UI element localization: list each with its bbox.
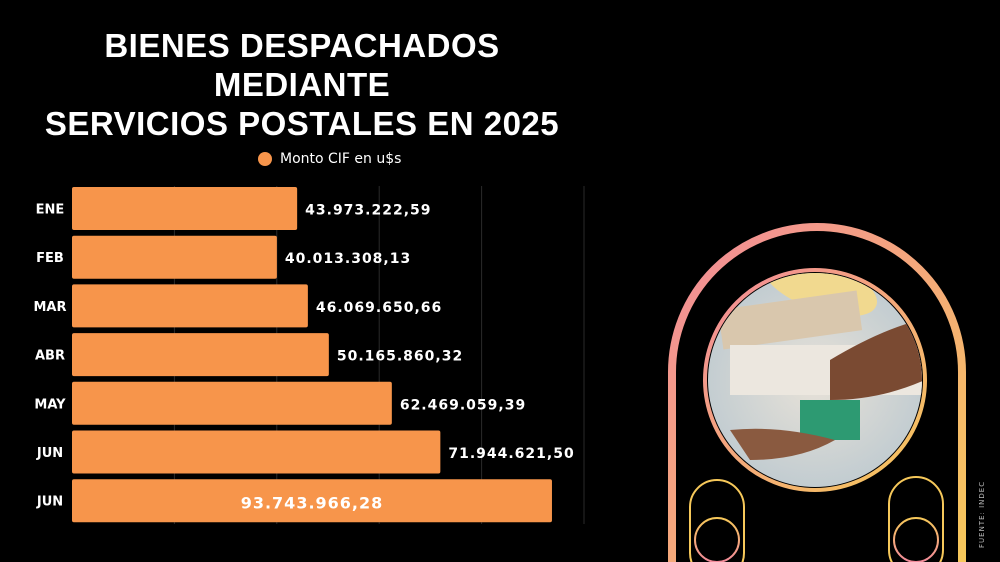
bar (72, 381, 392, 425)
title-line-1: BIENES DESPACHADOS MEDIANTE (104, 27, 500, 103)
data-label: 46.069.650,66 (316, 300, 442, 316)
data-label: 62.469.059,39 (400, 397, 526, 413)
legend: Monto CIF en u$s (258, 151, 401, 167)
decorative-frame (668, 223, 966, 562)
bar (72, 430, 441, 474)
bar (72, 333, 329, 377)
pill-left (689, 479, 745, 562)
category-label: JUN (36, 495, 63, 510)
data-label: 71.944.621,50 (448, 446, 574, 462)
data-label: 43.973.222,59 (305, 203, 431, 219)
category-label: ENE (36, 203, 65, 218)
chart-title: BIENES DESPACHADOS MEDIANTE SERVICIOS PO… (22, 26, 582, 143)
legend-swatch (258, 152, 272, 166)
category-label: JUN (36, 446, 63, 461)
bar (72, 479, 552, 523)
photo-ring (703, 268, 927, 492)
legend-label: Monto CIF en u$s (280, 151, 402, 167)
data-label: 40.013.308,13 (285, 251, 411, 267)
bar (72, 235, 277, 279)
arch-frame (668, 223, 966, 562)
data-label: 93.743.966,28 (241, 494, 384, 513)
package-handoff-photo (708, 273, 922, 487)
category-label: ABR (35, 349, 65, 364)
bar (72, 284, 308, 328)
source-note: FUENTE: INDEC (978, 480, 986, 548)
category-label: MAR (33, 300, 66, 315)
category-label: MAY (34, 397, 66, 412)
data-label: 50.165.860,32 (337, 349, 463, 365)
pill-right (888, 476, 944, 562)
title-line-2: SERVICIOS POSTALES EN 2025 (44, 105, 560, 142)
bar (72, 187, 298, 230)
bars: ENE 43.973.222,59 FEB 40.013.308,13 MAR 46.06… (33, 187, 574, 523)
category-label: FEB (36, 251, 64, 266)
